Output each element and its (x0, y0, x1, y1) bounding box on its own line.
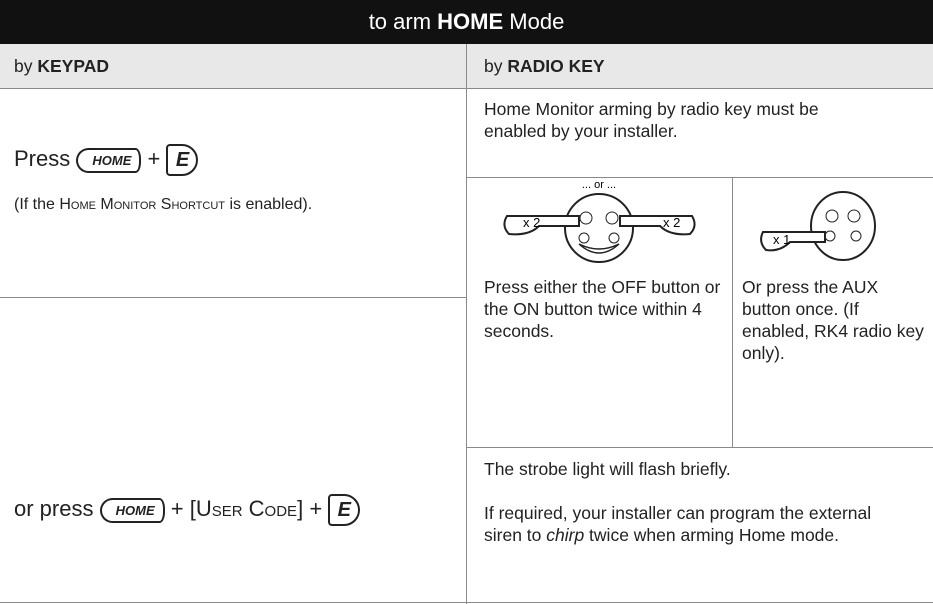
remote (564, 193, 634, 263)
heading-prefix: by (14, 56, 38, 76)
press-count: x 2 (663, 215, 680, 230)
remote-figure: ... or ... x 2 x 2 (503, 179, 696, 263)
radio-option: If required, your installer can program … (484, 502, 884, 546)
hand (503, 215, 580, 236)
press-count: x 1 (773, 232, 790, 247)
radio-step: Or press the AUX button once. (If enable… (742, 277, 924, 363)
key-e: E (328, 494, 361, 526)
divider (466, 177, 933, 178)
key-e: E (166, 144, 199, 176)
plus: + (147, 145, 161, 171)
divider (0, 602, 933, 603)
option-italic: chirp (546, 525, 585, 545)
note-text: (If the (14, 196, 60, 213)
radio-step: Press either the OFF button or the ON bu… (484, 277, 721, 341)
divider (0, 297, 466, 298)
user-code: [User Code] (189, 495, 304, 521)
remote (810, 191, 876, 261)
keypad-note: (If the Home Monitor Shortcut is enabled… (14, 196, 312, 214)
keypad-step: Press HOME + E (14, 144, 199, 176)
step-text: or press (14, 495, 94, 521)
plus: + (309, 495, 323, 521)
figure-caption: ... or ... (582, 179, 616, 191)
remote-figure: x 1 (760, 191, 876, 261)
remote-button (847, 209, 861, 223)
divider (0, 88, 933, 89)
press-count: x 2 (523, 215, 540, 230)
radio-heading: by RADIO KEY (484, 44, 605, 88)
hand (619, 215, 696, 236)
option-text: If required, your installer can program … (484, 503, 872, 545)
divider (466, 44, 467, 604)
key-home: HOME (99, 497, 165, 523)
note-text: is enabled). (225, 196, 313, 213)
remote-button (578, 243, 620, 254)
title-text: Mode (503, 9, 565, 34)
option-text: twice when arming Home mode. (584, 525, 840, 545)
divider (466, 447, 933, 448)
remote-button (605, 211, 619, 225)
title-bold: HOME (437, 9, 504, 34)
remote-button (578, 232, 590, 244)
radio-note: Home Monitor arming by radio key must be… (484, 99, 819, 141)
heading-bold: KEYPAD (37, 56, 109, 76)
keypad-step: or press HOME + [User Code] + E (14, 494, 361, 526)
heading-bold: RADIO KEY (507, 56, 605, 76)
keypad-heading: by KEYPAD (14, 44, 109, 88)
radio-result: The strobe light will flash briefly. (484, 459, 731, 479)
title-text: to arm (368, 9, 438, 34)
remote-button (850, 230, 862, 242)
step-text: Press (14, 145, 71, 171)
remote-button (825, 209, 839, 223)
divider (732, 177, 733, 447)
remote-button (608, 232, 620, 244)
key-home: HOME (76, 147, 142, 173)
plus: + (170, 495, 184, 521)
note-caps: Home Monitor Shortcut (59, 196, 226, 213)
hand (760, 231, 826, 252)
heading-prefix: by (484, 56, 508, 76)
title-bar: to arm HOME Mode (0, 0, 933, 44)
